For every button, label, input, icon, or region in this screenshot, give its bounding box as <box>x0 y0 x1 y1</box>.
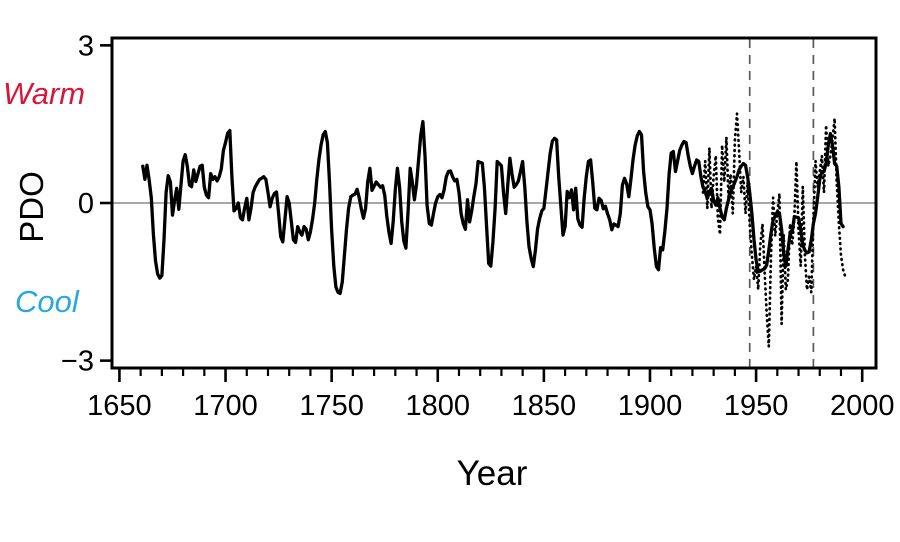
x-tick-label-1800: 1800 <box>406 390 471 422</box>
cool-phase-label: Cool <box>15 284 79 319</box>
y-tick-label--3: −3 <box>61 346 94 378</box>
y-tick-label-3: 3 <box>78 30 94 62</box>
y-tick-label-0: 0 <box>78 188 94 220</box>
instrumental-pdo-line <box>701 112 849 348</box>
x-tick-label-1850: 1850 <box>512 390 577 422</box>
reconstructed-pdo-line <box>141 119 845 296</box>
plot-frame <box>110 36 878 370</box>
x-tick-label-2000: 2000 <box>830 390 895 422</box>
x-tick-label-1950: 1950 <box>724 390 789 422</box>
x-tick-label-1700: 1700 <box>193 390 258 422</box>
y-axis-title: PDO <box>13 171 50 243</box>
x-tick-label-1650: 1650 <box>87 390 152 422</box>
x-tick-label-1900: 1900 <box>618 390 683 422</box>
x-axis-title: Year <box>456 454 528 493</box>
x-tick-label-1750: 1750 <box>299 390 364 422</box>
warm-phase-label: Warm <box>3 76 86 111</box>
